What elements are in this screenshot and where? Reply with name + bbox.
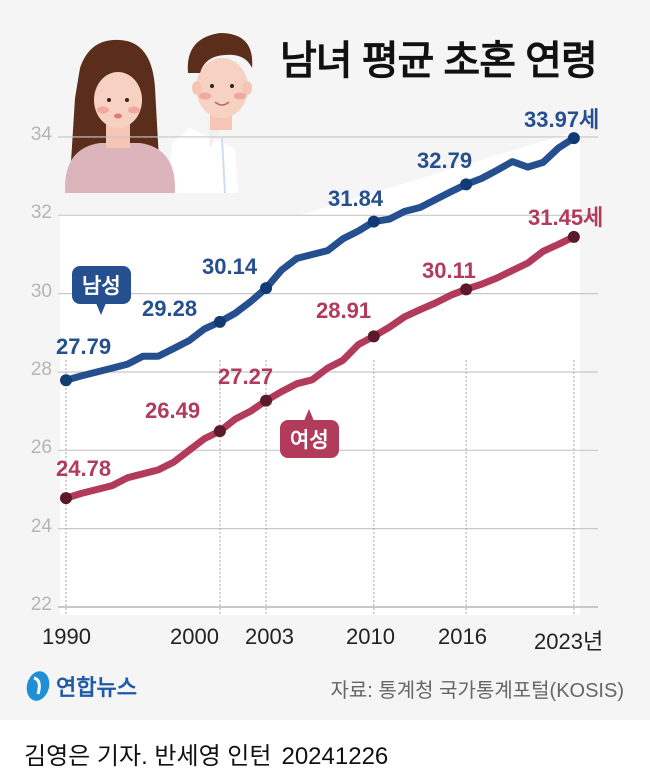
male-marker-2000: [213, 315, 226, 328]
y-tick-30: 30: [30, 281, 52, 302]
male-marker-2016: [460, 178, 473, 191]
yonhap-logo: 연합뉴스: [24, 668, 137, 704]
female-marker-2023: [567, 230, 580, 243]
female-line: [62, 233, 578, 502]
female-value-2003: 27.27: [218, 364, 274, 389]
x-tick-2023: 2023년: [534, 629, 604, 654]
male-marker-1990: [60, 374, 72, 387]
couple-illustration: [65, 33, 253, 193]
female-marker-1990: [60, 492, 72, 505]
y-tick-34: 34: [30, 124, 52, 145]
x-tick-2000: 2000: [170, 624, 219, 649]
male-line: [62, 134, 578, 384]
male-value-2000: 29.28: [142, 296, 198, 321]
y-tick-28: 28: [30, 359, 52, 380]
line-chart: [58, 132, 598, 615]
logo-text: 연합뉴스: [56, 675, 137, 700]
woman-icon: [65, 39, 175, 193]
y-tick-26: 26: [30, 437, 52, 458]
female-marker-2016: [460, 283, 473, 296]
x-tick-2003: 2003: [245, 624, 294, 649]
female-value-2016: 30.11: [422, 258, 476, 283]
male-value-2010: 31.84: [328, 186, 384, 211]
male-marker-2023: [567, 132, 580, 145]
female-marker-2010: [367, 330, 380, 343]
female-value-2010: 28.91: [316, 298, 372, 323]
male-value-2023: 33.97세: [524, 107, 600, 132]
male-value-2003: 30.14: [202, 254, 258, 279]
y-tick-22: 22: [30, 594, 52, 615]
male-marker-2010: [367, 215, 380, 228]
yonhap-logo-icon: [26, 671, 50, 701]
y-tick-32: 32: [30, 202, 52, 223]
female-value-2023: 31.45세: [528, 205, 604, 230]
legend-female-callout: 여성: [280, 409, 339, 458]
x-tick-2016: 2016: [438, 624, 487, 649]
x-tick-1990: 1990: [42, 624, 91, 649]
male-marker-2003: [260, 282, 273, 295]
source-note: 자료: 통계청 국가통계포털(KOSIS): [330, 680, 624, 702]
credit-date: 20241226: [281, 743, 389, 770]
chart-title: 남녀 평균 초혼 연령: [280, 39, 598, 83]
infographic-card: 남녀 평균 초혼 연령 34 32 30 28 26 24 22 1990 20…: [24, 33, 624, 704]
man-icon: [168, 33, 253, 193]
female-value-2000: 26.49: [145, 398, 201, 423]
male-value-1990: 27.79: [56, 334, 112, 359]
legend-male-callout: 남성: [72, 266, 131, 315]
x-tick-2010: 2010: [346, 624, 395, 649]
credit-authors: 김영은 기자. 반세영 인턴: [24, 743, 272, 770]
male-value-2016: 32.79: [417, 148, 473, 173]
credit-line: 김영은 기자. 반세영 인턴 20241226: [24, 736, 388, 771]
y-tick-24: 24: [30, 516, 52, 537]
female-marker-2000: [213, 425, 226, 438]
female-marker-2003: [260, 394, 273, 407]
female-value-1990: 24.78: [56, 456, 112, 481]
